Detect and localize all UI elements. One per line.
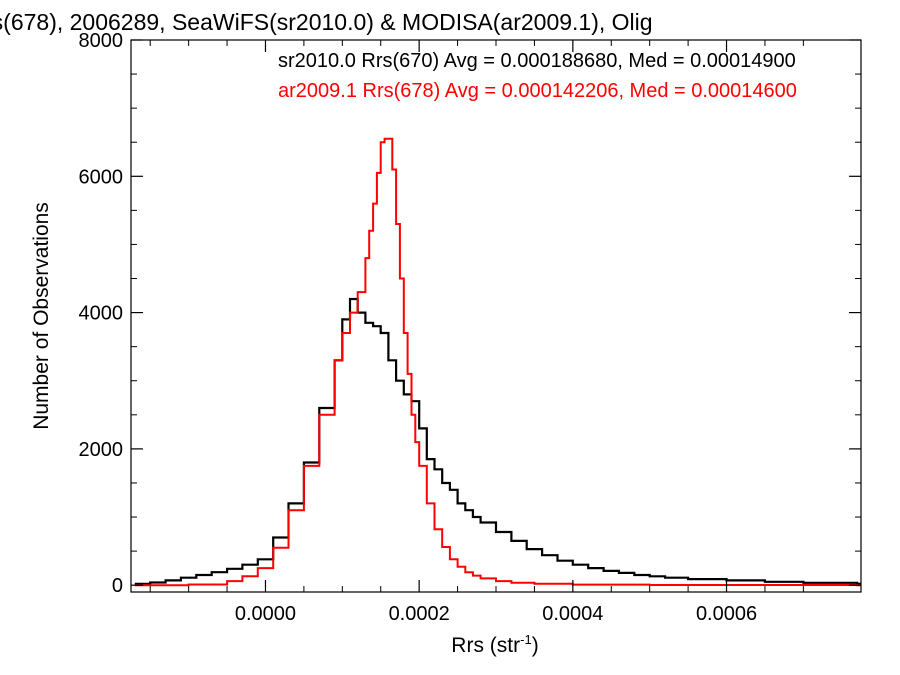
x-tick-label: 0.0002	[389, 603, 450, 625]
x-axis-label-close: )	[532, 634, 539, 657]
series-layer	[134, 137, 861, 587]
y-tick-label: 6000	[79, 166, 124, 188]
x-axis-ticks: 0.0000 0.0002 0.0004 0.0006	[149, 40, 804, 625]
y-tick-label: 8000	[79, 30, 124, 52]
x-axis-label: Rrs (str-1)	[451, 632, 538, 657]
series-line-1	[134, 137, 861, 587]
y-tick-label: 0	[112, 575, 123, 597]
legend-entry-red: ar2009.1 Rrs(678) Avg = 0.000142206, Med…	[278, 80, 797, 102]
x-tick-label: 0.0004	[542, 603, 603, 625]
y-tick-label: 2000	[79, 439, 124, 461]
series-line-0	[134, 297, 861, 585]
x-tick-label: 0.0006	[696, 603, 757, 625]
y-tick-label: 4000	[79, 303, 124, 325]
legend-entry-black: sr2010.0 Rrs(670) Avg = 0.000188680, Med…	[278, 50, 796, 72]
x-tick-label: 0.0000	[235, 603, 296, 625]
y-axis-ticks: 0 2000 4000 6000 8000	[79, 30, 861, 597]
chart-title: rs(678), 2006289, SeaWiFS(sr2010.0) & MO…	[0, 9, 653, 35]
y-axis-label: Number of Observations	[30, 202, 53, 430]
x-axis-label-superscript: -1	[520, 632, 532, 647]
